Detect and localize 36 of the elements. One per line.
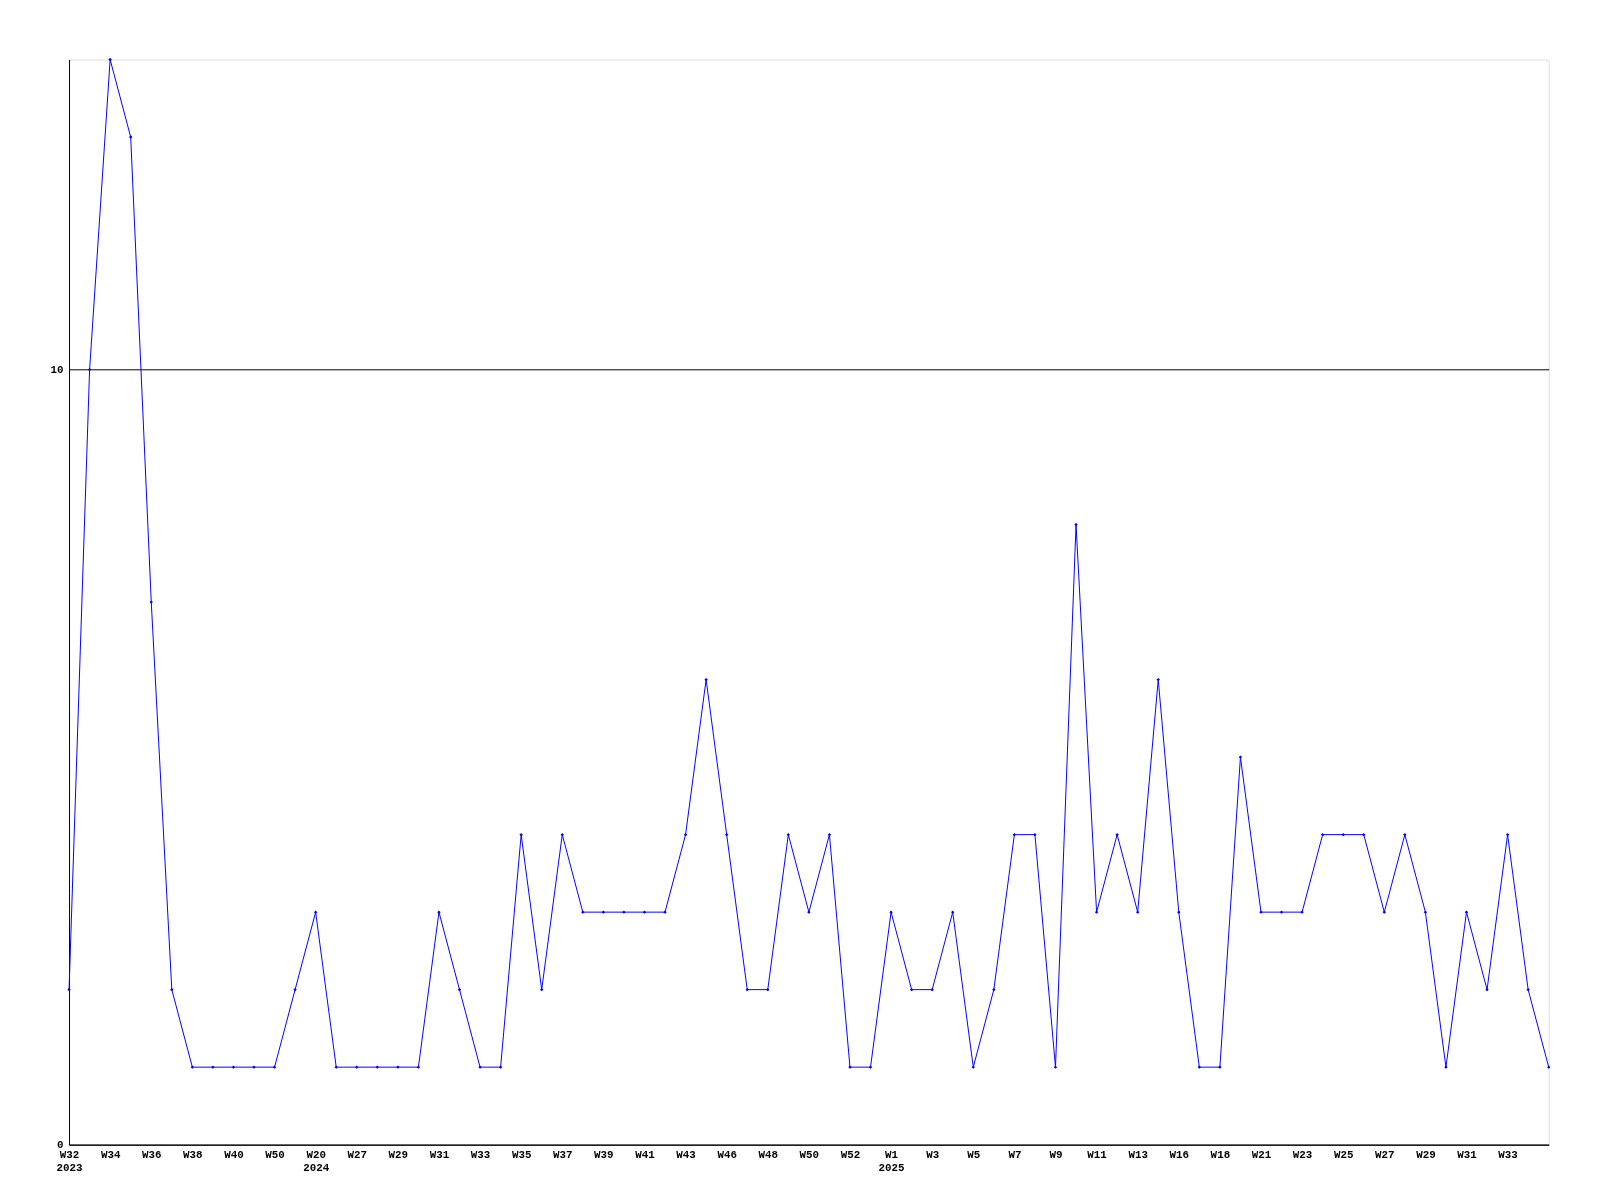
- x-tick-label: W38: [183, 1148, 203, 1161]
- x-tick-label: W33: [470, 1148, 491, 1161]
- x-tick-label: W46: [717, 1148, 737, 1161]
- x-tick-label: W20 2024: [303, 1148, 330, 1174]
- x-tick-label: W18: [1210, 1148, 1231, 1161]
- x-tick-label: W39: [594, 1148, 614, 1161]
- x-tick-label: W9: [1049, 1148, 1063, 1161]
- x-tick-label: W13: [1128, 1148, 1148, 1161]
- x-tick-label: W11: [1087, 1148, 1108, 1161]
- x-tick-label: W5: [967, 1148, 981, 1161]
- x-tick-label: W27: [347, 1148, 368, 1161]
- x-tick-label: W27: [1375, 1148, 1395, 1161]
- x-tick-label: W25: [1333, 1148, 1354, 1161]
- x-tick-label: W31: [1457, 1148, 1478, 1161]
- x-tick-label: W52: [840, 1148, 861, 1161]
- x-tick-label: W48: [758, 1148, 779, 1161]
- x-tick-label: W29: [388, 1148, 409, 1161]
- x-tick-label: W1 2025: [878, 1148, 905, 1174]
- x-tick-label: W36: [141, 1148, 162, 1161]
- x-tick-label: W16: [1169, 1148, 1190, 1161]
- x-tick-label: W41: [635, 1148, 656, 1161]
- x-tick-label: W31: [429, 1148, 450, 1161]
- x-tick-label: W3: [926, 1148, 940, 1161]
- x-tick-label: W35: [511, 1148, 532, 1161]
- y-tick-label: 10: [50, 364, 64, 377]
- x-tick-label: W37: [553, 1148, 573, 1161]
- x-tick-label: W33: [1498, 1148, 1518, 1161]
- x-tick-label: W50: [799, 1148, 820, 1161]
- x-tick-label: W43: [676, 1148, 696, 1161]
- x-tick-label: W34: [100, 1148, 121, 1161]
- x-tick-label: W50: [265, 1148, 285, 1161]
- x-tick-label: W29: [1416, 1148, 1436, 1161]
- x-tick-label: W7: [1008, 1148, 1022, 1161]
- x-tick-label: W21: [1251, 1148, 1272, 1161]
- x-tick-label: W40: [224, 1148, 244, 1161]
- x-tick-label: W23: [1292, 1148, 1313, 1161]
